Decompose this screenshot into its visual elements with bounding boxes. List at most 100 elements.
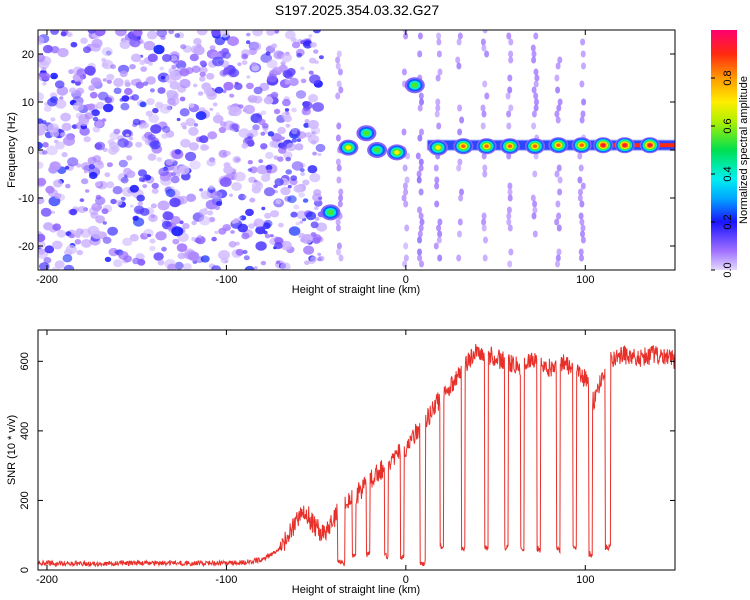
snr-y-axis: 0 200 400 600 [19,352,675,573]
spectrogram-x-label: Height of straight line (km) [292,284,420,296]
noise-speckle [157,87,166,94]
band-speckle [578,164,584,172]
band-speckle [335,92,341,100]
noise-speckle [38,177,47,186]
x-tick-label: 100 [576,274,594,286]
band-speckle [579,254,584,262]
noise-speckle [155,101,164,109]
noise-speckle [278,222,284,228]
band-speckle [557,98,563,106]
noise-speckle [148,62,153,66]
band-speckle [531,86,537,94]
noise-speckle [61,152,68,158]
noise-speckle [55,141,65,150]
noise-speckle [277,126,286,135]
noise-speckle [296,52,303,58]
band-speckle [436,32,442,40]
noise-speckle [147,153,157,161]
noise-speckle [139,59,146,65]
band-speckle [580,224,586,232]
noise-speckle [199,71,206,77]
noise-speckle [177,252,186,260]
noise-speckle [303,245,315,255]
band-speckle [556,248,562,256]
noise-speckle [247,94,258,104]
noise-speckle [94,161,105,170]
band-speckle [456,254,462,262]
band-speckle [418,158,424,166]
band-speckle [459,116,465,124]
noise-speckle [252,124,260,131]
x-tick-label: 0 [403,574,409,586]
noise-speckle [69,87,77,94]
noise-speckle [234,171,246,182]
snr-y-label: SNR (10 * v/v) [6,415,18,485]
noise-speckle [196,30,208,36]
noise-speckle [211,30,221,37]
band-speckle [433,242,439,250]
band-speckle [533,104,539,112]
noise-speckle [305,211,317,221]
band-speckle [435,74,441,82]
band-speckle [533,152,539,160]
noise-speckle [263,96,274,105]
noise-speckle [149,140,161,150]
noise-speckle [228,68,240,78]
noise-speckle [38,123,48,133]
noise-speckle [188,126,199,136]
noise-speckle [81,239,92,248]
noise-speckle [241,143,249,149]
noise-speckle [195,111,207,121]
noise-speckle [149,88,155,93]
noise-speckle [203,145,210,150]
noise-speckle [150,214,156,218]
noise-speckle [146,30,158,40]
noise-speckle [272,66,283,75]
noise-speckle [38,161,44,169]
noise-speckle [40,207,52,217]
band-speckle [508,248,514,256]
noise-speckle [209,107,214,111]
noise-speckle [241,60,248,65]
noise-speckle [199,188,204,192]
noise-speckle [113,128,121,135]
y-tick-label: 0 [28,145,34,157]
noise-speckle [104,256,112,263]
noise-speckle [182,223,190,230]
band-speckle [335,62,341,70]
noise-speckle [171,64,177,69]
band-speckle [338,254,344,262]
noise-speckle [249,166,258,174]
band-speckle [418,164,424,172]
noise-speckle [53,179,63,188]
noise-speckle [207,131,218,140]
noise-speckle [139,207,150,216]
noise-speckle [234,82,243,90]
noise-speckle [180,44,187,50]
noise-speckle [209,185,214,190]
noise-speckle [287,195,297,204]
band-speckle [556,164,562,172]
noise-speckle [311,126,321,135]
noise-speckle [38,233,46,242]
noise-speckle [54,80,65,89]
noise-speckle [119,98,124,102]
noise-speckle [287,184,292,189]
band-speckle [336,50,342,58]
noise-speckle [155,231,167,241]
noise-speckle [247,160,253,165]
noise-speckle [125,133,130,137]
noise-speckle [281,53,292,63]
noise-speckle [290,211,298,218]
band-speckle [531,212,537,220]
noise-speckle [72,73,84,83]
noise-speckle [285,123,291,128]
band-speckle [533,80,539,88]
noise-speckle [113,87,122,95]
noise-speckle [101,47,113,57]
noise-speckle [38,141,43,150]
noise-speckle [126,155,133,161]
noise-speckle [225,151,231,156]
noise-speckle [261,206,266,211]
noise-speckle [84,65,96,76]
